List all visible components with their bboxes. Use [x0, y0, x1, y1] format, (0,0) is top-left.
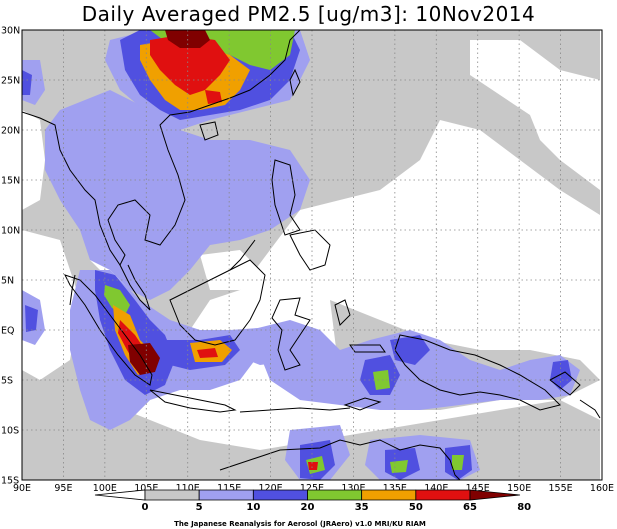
lat-tick-label: 30N [1, 26, 20, 37]
coastline-andaman [69, 274, 76, 306]
coastline-java [149, 389, 237, 413]
coastlines [22, 30, 601, 480]
colorbar-level-label: 50 [409, 502, 423, 513]
lat-tick-label: 5N [1, 276, 14, 287]
lon-tick-label: 160E [590, 483, 614, 494]
lon-tick-label: 110E [176, 483, 200, 494]
coastline-solomons [579, 399, 601, 419]
lon-tick-label: 135E [383, 483, 407, 494]
coastline-sulawesi [271, 297, 311, 371]
lon-tick-label: 105E [134, 483, 158, 494]
lon-tick-label: 125E [300, 483, 324, 494]
coastline-mainland-asia [22, 30, 301, 266]
lat-tick-label: 15N [1, 176, 20, 187]
coastline-new-guinea [394, 334, 561, 411]
colorbar-level-label: 10 [246, 502, 260, 513]
colorbar-swatch [198, 489, 254, 501]
no-data-white-area [410, 205, 600, 330]
lon-tick-label: 140E [424, 483, 448, 494]
coastline-sumatra [64, 274, 153, 386]
lat-tick-label: 20N [1, 126, 20, 137]
colorbar-swatch [361, 489, 417, 501]
colorbar-swatch [469, 489, 521, 501]
pm25-level-green-region [373, 370, 390, 390]
coastline-bismarck [549, 371, 581, 396]
colorbar-level-label: 0 [142, 502, 149, 513]
colorbar-level-label: 20 [301, 502, 315, 513]
coastline-visayas-mindanao [289, 229, 331, 271]
coastline-timor [343, 397, 382, 411]
coastline-halmahera [334, 299, 351, 326]
colorbar-level-label: 5 [196, 502, 203, 513]
lat-tick-label: 5S [1, 376, 13, 387]
pm25-level-red-region [197, 348, 218, 358]
coastline-australia [219, 439, 461, 480]
coastline-borneo [169, 259, 266, 346]
pm25-level-lightblue-region [230, 325, 320, 365]
lon-tick-label: 115E [217, 483, 241, 494]
lat-tick-label: 10S [1, 426, 19, 437]
coastline-luzon [271, 159, 301, 236]
lon-tick-label: 95E [54, 483, 72, 494]
credit-text: The Japanese Reanalysis for Aerosol (JRA… [174, 520, 426, 528]
colorbar-swatch [144, 489, 200, 501]
pm25-level-blue-region [22, 70, 32, 95]
colorbar-level-label: 80 [517, 502, 531, 513]
lon-tick-label: 90E [13, 483, 31, 494]
map-frame [21, 29, 603, 481]
pm25-level-green-region [390, 460, 408, 473]
lat-tick-label: 25N [1, 76, 20, 87]
lon-tick-label: 130E [341, 483, 365, 494]
no-data-white-area [22, 110, 45, 210]
pm25-concentration-field [22, 30, 600, 480]
coastline-hainan [199, 121, 219, 141]
colorbar-level-label: 35 [355, 502, 369, 513]
no-data-white-area [470, 40, 600, 190]
lat-tick-label: EQ [1, 326, 14, 337]
pm25-level-blue-region [550, 360, 572, 390]
pm25-level-blue-region [25, 305, 38, 332]
pm25-level-green-region [452, 455, 464, 470]
map-title: Daily Averaged PM2.5 [ug/m3]: 10Nov2014 [81, 2, 536, 26]
axis-tick-labels: 90E 95E 100E 105E 110E 115E 120E 125E 130E 135E 14… [1, 26, 614, 495]
pm25-level-red-region [150, 35, 230, 95]
pm25-level-red-region [205, 90, 222, 104]
lon-tick-label: 150E [507, 483, 531, 494]
lon-tick-label: 120E [259, 483, 283, 494]
coastline-palawan [229, 239, 256, 271]
lat-lon-gridlines [22, 30, 602, 480]
pm25-level-green-region [104, 285, 130, 315]
lon-tick-label: 155E [549, 483, 573, 494]
coastline-taiwan [289, 68, 301, 97]
lat-tick-label: 15S [1, 476, 19, 487]
lat-tick-label: 10N [1, 226, 20, 237]
pm25-level-darkred-region [128, 343, 160, 375]
colorbar-swatch [307, 489, 363, 501]
colorbar-level-label: 65 [463, 502, 477, 513]
pm25-level-lightblue-region [45, 90, 310, 300]
coastline-lesser-sunda [239, 407, 351, 413]
pm25-level-red-region [308, 462, 318, 470]
lon-tick-label: 100E [93, 483, 117, 494]
lon-tick-label: 145E [466, 483, 490, 494]
colorbar-legend: 0 5 10 20 35 50 65 80 [94, 489, 531, 513]
colorbar-swatch [252, 489, 308, 501]
colorbar-swatch [415, 489, 471, 501]
